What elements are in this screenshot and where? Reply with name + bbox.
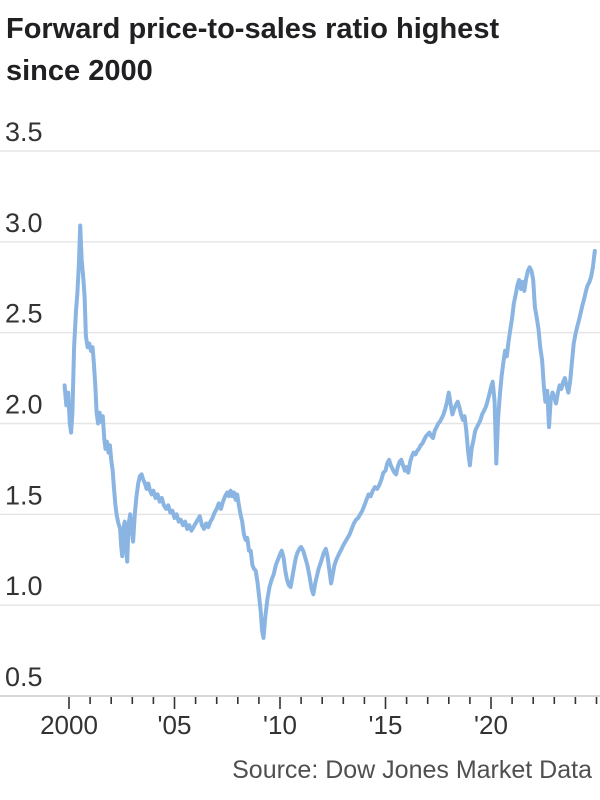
y-axis-tick-label: 3.5 <box>5 117 43 147</box>
source-label: Source: Dow Jones Market Data <box>232 756 592 784</box>
y-axis-tick-label: 0.5 <box>5 662 43 692</box>
x-axis-ticks <box>68 697 598 709</box>
x-axis-labels: 2000 '05 '10 '15 '20 <box>40 710 508 740</box>
y-axis-labels: 3.5 3.0 2.5 2.0 1.5 1.0 0.5 <box>5 117 43 692</box>
x-axis-tick-label: '05 <box>158 710 192 740</box>
x-axis-tick-label: '10 <box>263 710 297 740</box>
data-line <box>62 223 597 640</box>
y-axis-tick-label: 3.0 <box>5 208 43 238</box>
chart-title-line2: since 2000 <box>6 55 153 87</box>
x-axis-tick-label: '15 <box>369 710 403 740</box>
x-axis-tick-label: 2000 <box>40 710 98 740</box>
y-axis-tick-label: 2.5 <box>5 299 43 329</box>
y-axis-tick-label: 1.5 <box>5 480 43 510</box>
chart-title-line1: Forward price-to-sales ratio highest <box>6 13 500 45</box>
y-axis-tick-label: 1.0 <box>5 571 43 601</box>
x-axis-tick-label: '20 <box>474 710 508 740</box>
chart-title: Forward price-to-sales ratio highest sin… <box>6 8 594 92</box>
gridlines <box>0 150 600 697</box>
y-axis-tick-label: 2.0 <box>5 390 43 420</box>
